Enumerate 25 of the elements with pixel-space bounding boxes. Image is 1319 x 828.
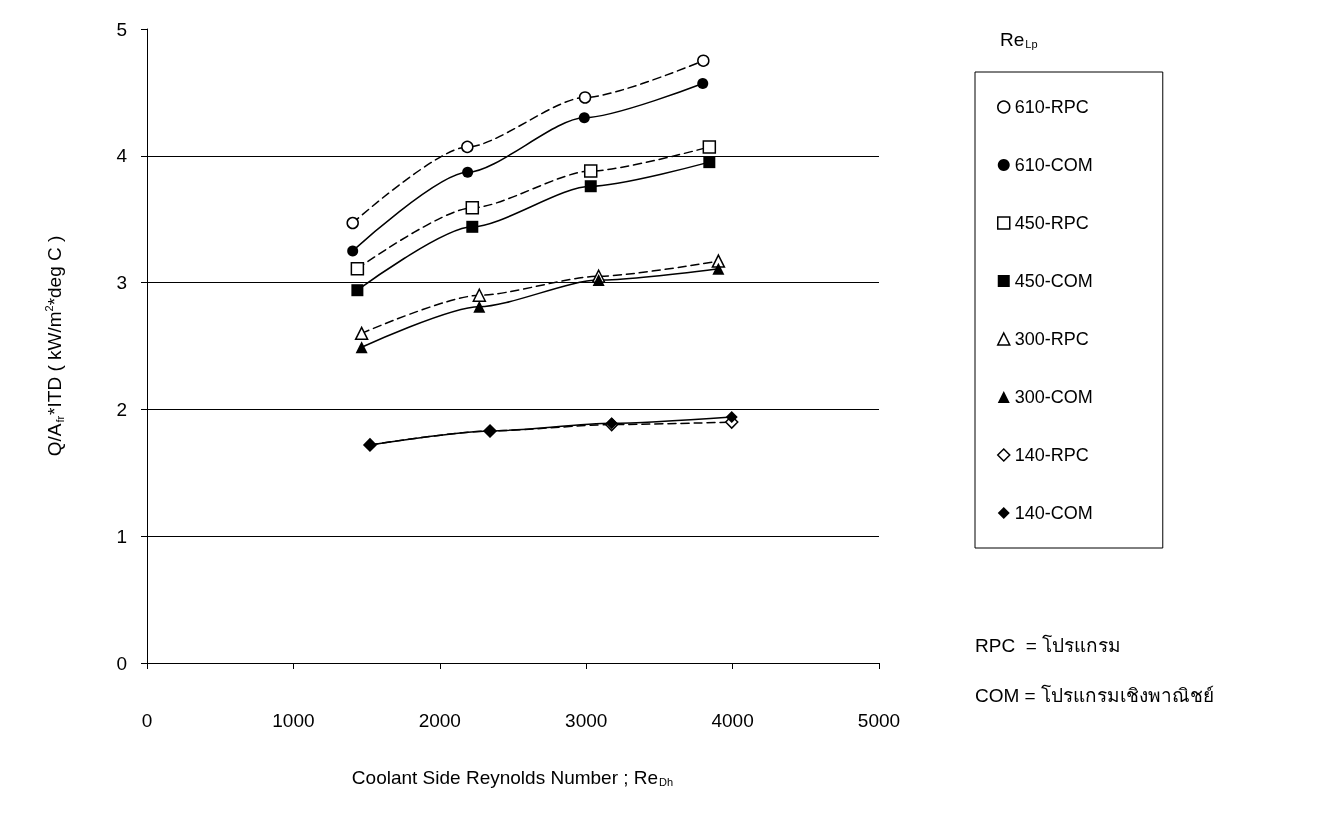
legend-label: 610-COM [1014, 155, 1093, 175]
text: RPC = โปรแกรม [975, 634, 1122, 656]
legend-title: ReLp [1000, 29, 1038, 50]
legend-label: 300-COM [1014, 387, 1093, 407]
x-axis-title: Coolant Side Reynolds Number ; ReDh [351, 767, 674, 788]
y-tick-label: 5 [116, 18, 127, 40]
y-tick-label: 1 [116, 525, 127, 547]
x-tick-label: 3000 [565, 710, 608, 731]
legend-label: 300-RPC [1014, 329, 1089, 349]
legend-label: 450-COM [1014, 271, 1093, 291]
x-tick-label: 4000 [711, 710, 754, 731]
y-axis-title: Q/Afr*ITD ( kW/m2*deg C ) [42, 235, 66, 457]
y-tick-label: 0 [116, 652, 127, 674]
text: COM = โปรแกรมเชิงพาณิชย์ [975, 684, 1214, 706]
y-tick-label: 3 [116, 272, 127, 294]
y-tick-label: 2 [116, 398, 127, 420]
legend-label: 450-RPC [1014, 213, 1089, 233]
y-tick-label: 4 [116, 145, 128, 167]
legend-label: 140-COM [1014, 503, 1093, 523]
legend-label: 610-RPC [1014, 97, 1089, 117]
legend-label: 140-RPC [1014, 445, 1089, 465]
x-tick-label: 5000 [857, 710, 901, 731]
x-tick-label: 0 [141, 710, 153, 731]
x-tick-label: 1000 [272, 710, 315, 731]
x-tick-label: 2000 [418, 710, 461, 731]
